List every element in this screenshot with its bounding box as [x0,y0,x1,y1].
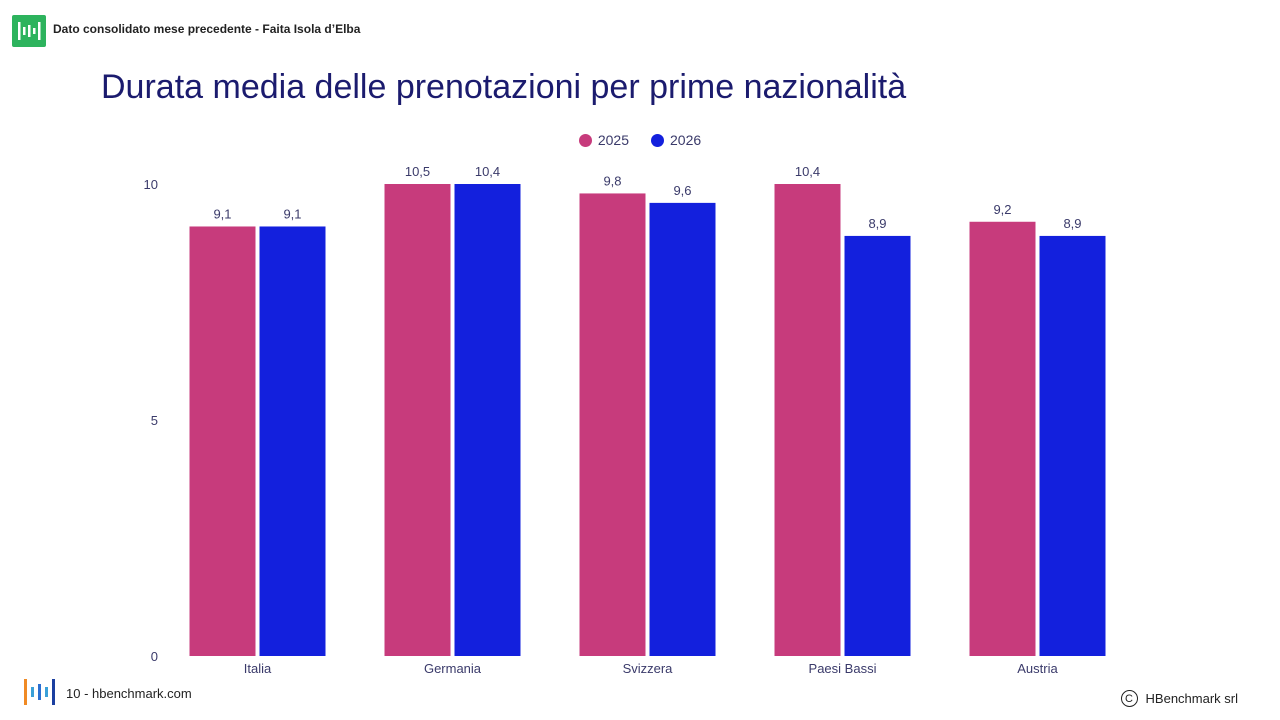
x-tick-label: Austria [1017,661,1058,676]
data-label: 9,2 [993,202,1011,217]
page-title: Durata media delle prenotazioni per prim… [101,68,907,106]
x-tick-label: Italia [244,661,272,676]
hbenchmark-logo-icon [12,15,46,47]
x-tick-label: Paesi Bassi [809,661,877,676]
copyright: C HBenchmark srl [1120,690,1238,707]
header-text: Dato consolidato mese precedente - Faita… [53,22,361,36]
bar-2026 [844,235,911,657]
copyright-icon: C [1120,690,1138,707]
legend-label-2025: 2025 [597,132,629,148]
data-label: 9,1 [283,206,301,221]
bar-2025 [384,184,451,656]
bar-2026 [649,202,716,656]
y-tick-label: 10 [144,177,158,192]
bar-2025 [969,221,1036,656]
data-label: 10,4 [475,164,500,179]
data-label: 10,5 [405,164,430,179]
legend-swatch-2026 [651,133,664,147]
bar-2025 [189,226,256,657]
hbenchmark-gradient-logo-icon [22,675,56,709]
x-tick-label: Svizzera [623,661,674,676]
data-label: 9,6 [673,183,691,198]
bar-2025 [579,193,646,656]
data-label: 9,1 [213,206,231,221]
legend-label-2026: 2026 [670,132,702,148]
footer-page-text: 10 - hbenchmark.com [66,686,192,701]
y-tick-label: 5 [151,413,158,428]
data-label: 8,9 [1063,216,1081,231]
legend-item-2025[interactable]: 2025 [578,132,629,148]
data-label: 10,4 [795,164,820,179]
data-label: 9,8 [603,173,621,188]
bar-2025 [774,184,841,656]
chart-legend: 2025 2026 [0,132,1280,148]
bar-2026 [454,184,521,656]
bar-2026 [259,226,326,657]
data-label: 8,9 [868,216,886,231]
copyright-text: HBenchmark srl [1145,691,1238,706]
bar-2026 [1039,235,1106,657]
legend-swatch-2025 [578,133,592,147]
x-tick-label: Germania [424,661,482,676]
legend-item-2026[interactable]: 2026 [651,132,701,148]
y-tick-label: 0 [151,649,158,664]
